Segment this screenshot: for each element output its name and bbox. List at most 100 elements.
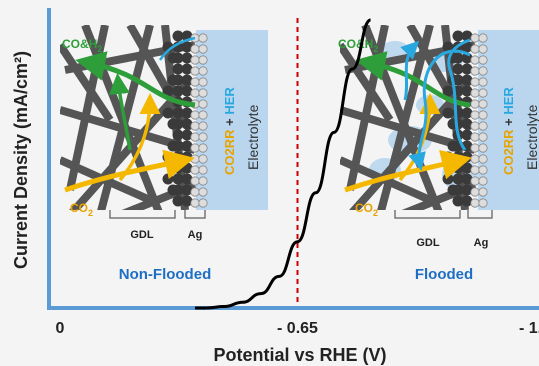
right-carbon-particle — [452, 52, 464, 64]
y-axis-label: Current Density (mA/cm²) — [11, 51, 31, 269]
right-ag-particle — [478, 143, 488, 153]
left-carbon-particle — [172, 30, 184, 42]
right-carbon-particle — [452, 195, 464, 207]
left-ag-particle — [190, 187, 200, 197]
left-carbon-particle — [181, 129, 193, 141]
left-carbon-particle — [162, 173, 174, 185]
right-ag-particle — [478, 44, 488, 54]
curve-layer — [195, 18, 372, 310]
right-carbon-particle — [461, 63, 473, 75]
left-ag-particle — [198, 66, 208, 76]
left-carbon-particle — [181, 184, 193, 196]
left-carbon-particle — [172, 118, 184, 130]
right-ag-particle — [470, 66, 480, 76]
left-ag-particle — [190, 66, 200, 76]
right-ag-particle — [470, 55, 480, 65]
left-reactant-label: CO2 — [70, 201, 93, 218]
left-carbon-particle — [172, 140, 184, 152]
x-tick-label: 0 — [56, 320, 65, 337]
right-her-arrow-1 — [408, 49, 471, 171]
right-carbon-particle — [452, 30, 464, 42]
left-ag-particle — [198, 88, 208, 98]
right-ag-particle — [470, 44, 480, 54]
right-ag-particle — [478, 187, 488, 197]
left-ag-particle — [198, 110, 208, 120]
x-tick-labels: 0 - 0.65 - 1.3 — [56, 320, 539, 337]
left-gdl-label: GDL — [130, 229, 154, 241]
right-carbon-particle — [461, 85, 473, 97]
right-electrolyte-region — [478, 30, 539, 210]
right-carbon-particle — [452, 74, 464, 86]
left-carbon-particle — [172, 74, 184, 86]
left-her-arrow — [158, 36, 196, 61]
left-product-label: CO&H2 — [62, 37, 102, 54]
left-carbon-particle — [172, 129, 184, 141]
left-ag-particle — [190, 198, 200, 208]
left-ag-particle — [190, 176, 200, 186]
right-ag-particle — [478, 198, 488, 208]
left-carbon-particle — [181, 107, 193, 119]
left-reaction-label: CO2RR + HER — [222, 87, 237, 175]
left-carbon-particle — [172, 52, 184, 64]
left-carbon-particle — [181, 74, 193, 86]
left-ag-particle — [190, 132, 200, 142]
left-co-arrow-2 — [108, 73, 132, 151]
right-ag-particle — [478, 77, 488, 87]
right-ag-particles — [470, 33, 488, 208]
left-carbon-particle — [172, 63, 184, 75]
left-ag-particle — [190, 77, 200, 87]
right-ag-particle — [470, 165, 480, 175]
right-ag-particle — [470, 33, 480, 43]
right-co2-arrow-2 — [398, 93, 441, 182]
right-carbon-particle — [442, 107, 454, 119]
left-ag-particle — [198, 44, 208, 54]
right-ag-particle — [478, 154, 488, 164]
right-panel-schematic — [340, 25, 539, 219]
left-panel-schematic — [60, 25, 268, 219]
left-carbon-particle — [172, 184, 184, 196]
right-carbon-particle — [461, 30, 473, 42]
left-ag-particle — [190, 44, 200, 54]
right-carbon-particle — [452, 63, 464, 75]
left-carbon-particle — [181, 63, 193, 75]
left-ag-particle — [190, 154, 200, 164]
left-ag-particle — [190, 121, 200, 131]
right-carbon-particle — [442, 41, 454, 53]
x-tick-label: - 0.65 — [277, 320, 318, 337]
right-carbon-particle — [452, 184, 464, 196]
left-carbon-particle — [172, 85, 184, 97]
left-ag-particle — [198, 143, 208, 153]
right-ag-particle — [470, 110, 480, 120]
left-carbon-particle — [181, 195, 193, 207]
right-ag-particle — [470, 176, 480, 186]
right-bracket-ag — [467, 210, 493, 219]
left-electrolyte-label: Electrolyte — [245, 104, 261, 170]
right-her-arrow-3 — [400, 40, 420, 101]
right-ag-particle — [470, 154, 480, 164]
left-ag-particle — [198, 121, 208, 131]
right-ag-particle — [478, 66, 488, 76]
right-reactant-label: CO2 — [355, 201, 378, 218]
right-ag-particle — [478, 99, 488, 109]
right-ag-particle — [478, 88, 488, 98]
left-bracket-gdl — [109, 210, 176, 219]
left-ag-particle — [198, 154, 208, 164]
left-ag-particle — [198, 33, 208, 43]
right-ag-particle — [470, 121, 480, 131]
right-ag-particle — [478, 121, 488, 131]
left-ag-particle — [198, 176, 208, 186]
left-carbon-particle — [172, 107, 184, 119]
right-carbon-particle — [461, 195, 473, 207]
right-ag-particle — [470, 99, 480, 109]
left-ag-particle — [198, 132, 208, 142]
right-ag-label: Ag — [474, 237, 489, 249]
right-ag-particle — [478, 176, 488, 186]
left-carbon-particle — [162, 107, 174, 119]
right-bracket-gdl — [394, 210, 461, 219]
left-ag-particle — [198, 187, 208, 197]
right-her-arrow-2 — [447, 38, 471, 151]
right-ag-particle — [478, 110, 488, 120]
right-panel-caption: Flooded — [415, 266, 473, 283]
right-ag-particle — [470, 143, 480, 153]
